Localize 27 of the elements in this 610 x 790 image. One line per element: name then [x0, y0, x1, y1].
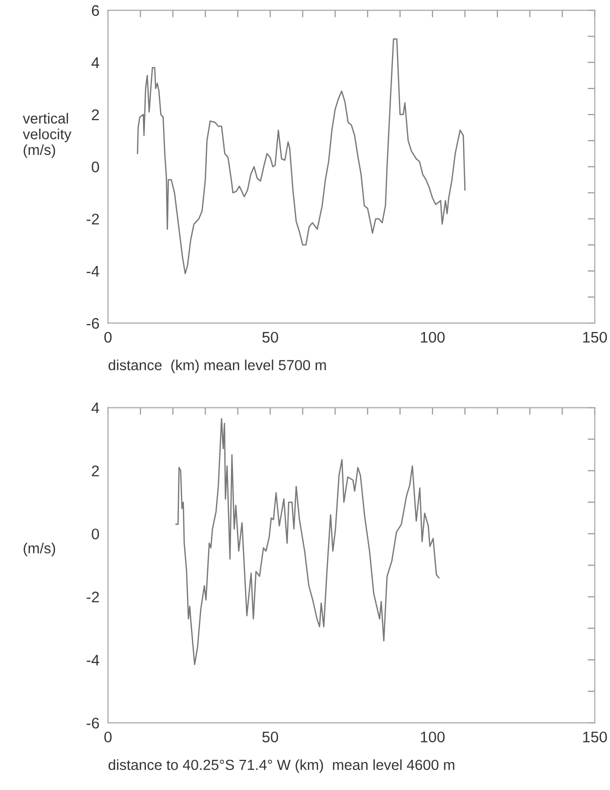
y-axis-title: (m/s) — [24, 542, 56, 556]
x-tick-label: 50 — [262, 332, 278, 343]
x-tick-label: 150 — [583, 732, 607, 742]
x-tick-label: 0 — [104, 732, 112, 742]
x-tick-label: 100 — [420, 332, 445, 343]
x-tick-label: 0 — [104, 332, 112, 343]
y-axis-title: vertical velocity (m/s) — [22, 112, 72, 158]
x-axis-title: distance (km) mean level 5700 m — [108, 360, 326, 374]
y-tick-label: -2 — [86, 592, 99, 602]
x-axis-title: distance to 40.25°S 71.4° W (km) mean level 4600 m — [108, 759, 454, 773]
line-series — [175, 418, 440, 666]
x-tick-label: 150 — [583, 332, 607, 343]
x-tick-label: 100 — [420, 732, 445, 742]
line-series — [136, 38, 466, 274]
x-tick-label: 50 — [262, 732, 278, 742]
y-tick-label: -2 — [86, 214, 99, 224]
y-tick-label: -6 — [86, 718, 99, 729]
y-tick-label: 6 — [92, 5, 99, 16]
y-tick-label: -4 — [86, 266, 100, 277]
y-tick-label: -6 — [86, 318, 99, 329]
y-tick-label: 2 — [92, 466, 99, 476]
y-tick-label: 0 — [92, 528, 100, 540]
y-tick-label: 0 — [92, 162, 100, 172]
y-tick-label: 4 — [91, 57, 100, 68]
y-tick-label: 2 — [92, 109, 99, 120]
y-tick-label: -4 — [86, 654, 100, 666]
y-tick-label: 4 — [91, 402, 100, 414]
